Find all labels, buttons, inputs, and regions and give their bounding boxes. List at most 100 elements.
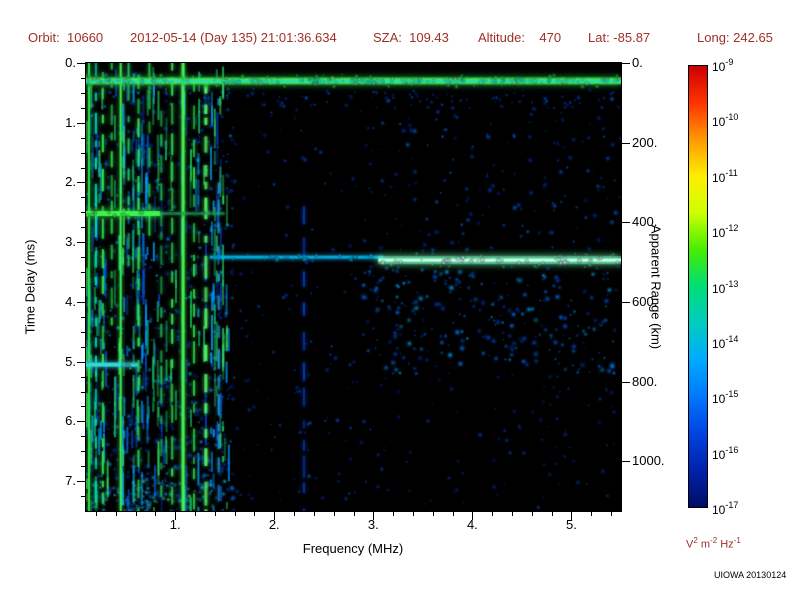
x-axis-minor-tick [393, 512, 395, 516]
y-axis-minor-tick [81, 212, 85, 214]
x-axis-minor-tick [512, 512, 514, 516]
y-axis-minor-tick [81, 466, 85, 468]
right-axis-tick-label: 1000. [632, 453, 665, 469]
y-axis-minor-tick [81, 152, 85, 154]
colorbar-unit-label: V2 m-2 Hz-1 [686, 536, 741, 551]
y-axis-minor-tick [81, 107, 85, 109]
y-axis-tick [77, 361, 85, 363]
colorbar-tick-label: 10-10 [712, 112, 739, 130]
right-axis-tick-label: 600. [632, 293, 658, 309]
datetime-label: 2012-05-14 (Day 135) 21:01:36.634 [130, 30, 337, 45]
colorbar-tick-label: 10-11 [712, 167, 738, 185]
colorbar-tick-label: 10-12 [712, 223, 739, 241]
right-axis-tick [622, 142, 630, 144]
y-axis-minor-tick [81, 272, 85, 274]
y-axis-tick-label: 3. [65, 234, 76, 250]
y-axis-minor-tick [81, 331, 85, 333]
x-axis-minor-tick [194, 512, 196, 516]
x-axis-minor-tick [95, 512, 97, 516]
latitude-label: Lat: -85.87 [588, 30, 651, 45]
right-axis-tick [622, 301, 630, 303]
y-axis-minor-tick [81, 316, 85, 318]
y-axis-tick-label: 5. [65, 353, 76, 369]
right-axis-tick-label: 200. [632, 134, 658, 150]
y-axis-tick [77, 421, 85, 423]
y-axis-minor-tick [81, 451, 85, 453]
right-axis-tick [622, 63, 630, 64]
y-axis-minor-tick [81, 197, 85, 199]
x-axis-tick-label: 5. [566, 517, 577, 532]
credit-text: UIOWA 20130124 [714, 570, 787, 580]
x-axis-tick [274, 512, 276, 520]
x-axis-minor-tick [591, 512, 593, 516]
x-axis-minor-tick [531, 512, 533, 516]
right-axis-tick [622, 381, 630, 383]
y-axis-minor-tick [81, 92, 85, 94]
x-axis-tick [571, 512, 573, 520]
y-axis-minor-tick [81, 391, 85, 393]
longitude-label: Long: 242.65 [697, 30, 773, 45]
y-axis-tick [77, 63, 85, 64]
right-axis-tick-label: 400. [632, 214, 658, 230]
right-axis-tick-label: 0. [632, 55, 643, 70]
sza-label: SZA: 109.43 [373, 30, 449, 45]
y-axis-tick [77, 301, 85, 303]
x-axis-minor-tick [115, 512, 117, 516]
y-axis-tick [77, 182, 85, 184]
y-axis-label-right: Apparent Range (km) [648, 224, 664, 350]
y-axis-tick-label: 4. [65, 293, 76, 309]
y-axis-tick-label: 1. [65, 114, 76, 130]
x-axis-minor-tick [353, 512, 355, 516]
x-axis-tick [373, 512, 375, 520]
colorbar-tick-label: 10-14 [712, 333, 739, 351]
x-axis-tick-label: 1. [169, 517, 181, 532]
y-axis-tick [77, 122, 85, 124]
x-axis-minor-tick [492, 512, 494, 516]
x-axis-minor-tick [234, 512, 236, 516]
y-axis-tick-label: 2. [65, 174, 76, 190]
altitude-label: Altitude: 470 [478, 30, 562, 45]
x-axis-tick [472, 512, 474, 520]
x-axis-minor-tick [611, 512, 613, 516]
x-axis-minor-tick [313, 512, 315, 516]
spectrogram-canvas [86, 63, 621, 511]
colorbar-tick-label: 10-9 [712, 57, 734, 74]
y-axis-tick-label: 6. [65, 413, 76, 429]
y-axis-minor-tick [81, 287, 85, 288]
x-axis-tick-label: 4. [466, 517, 478, 532]
y-axis-minor-tick [81, 436, 85, 438]
x-axis-minor-tick [294, 512, 296, 516]
right-axis-tick [622, 461, 630, 463]
x-axis-minor-tick [452, 512, 454, 516]
y-axis-minor-tick [81, 137, 85, 139]
x-axis-label: Frequency (MHz) [302, 541, 404, 556]
y-axis-minor-tick [81, 77, 85, 79]
y-axis-tick-label: 0. [65, 55, 76, 70]
y-axis-tick [77, 481, 85, 483]
x-axis-minor-tick [135, 512, 137, 516]
colorbar-tick-label: 10-17 [712, 500, 739, 517]
x-axis-minor-tick [551, 512, 553, 516]
colorbar-tick-label: 10-15 [712, 389, 739, 407]
y-axis-minor-tick [81, 496, 85, 498]
y-axis-tick [77, 242, 85, 244]
colorbar-gradient [688, 65, 708, 508]
y-axis-label-left: Time Delay (ms) [22, 239, 38, 335]
x-axis-minor-tick [432, 512, 434, 516]
x-axis-tick [175, 512, 177, 520]
x-axis-minor-tick [214, 512, 216, 516]
y-axis-tick-label: 7. [65, 473, 76, 489]
right-axis-tick-label: 800. [632, 373, 658, 389]
x-axis-tick-label: 2. [268, 517, 280, 532]
orbit-label: Orbit: 10660 [28, 30, 104, 45]
y-axis-minor-tick [81, 346, 85, 348]
y-axis-minor-tick [81, 227, 85, 229]
colorbar-tick-label: 10-16 [712, 444, 739, 462]
x-axis-tick-label: 3. [367, 517, 379, 532]
right-axis-tick [622, 222, 630, 224]
x-axis-minor-tick [155, 512, 157, 516]
x-axis-minor-tick [254, 512, 256, 516]
y-axis-minor-tick [81, 376, 85, 378]
plot-frame [85, 62, 622, 512]
